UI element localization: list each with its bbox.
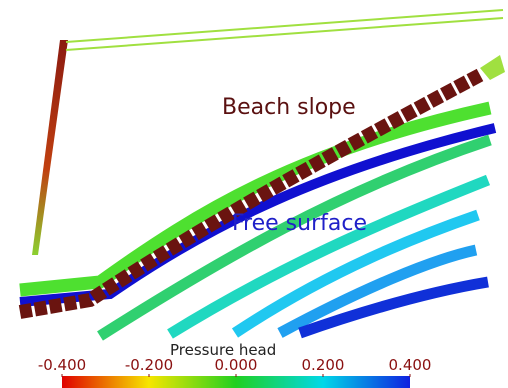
- tick-label: -0.200: [125, 356, 173, 374]
- free-surface-label: Free surface: [232, 211, 367, 236]
- arc: [167, 174, 491, 339]
- band-green: [19, 101, 492, 297]
- arc: [97, 134, 492, 341]
- top-line: [65, 9, 504, 43]
- left-post: [32, 40, 68, 255]
- arc: [231, 209, 480, 338]
- tick-label: 0.400: [389, 356, 432, 374]
- top-line: [65, 17, 504, 51]
- tick-label: 0.200: [302, 356, 345, 374]
- beach-steps: [18, 68, 484, 319]
- tick-label: 0.000: [215, 356, 258, 374]
- beach-slope-label: Beach slope: [222, 95, 356, 120]
- colorbar-ticks: -0.400 -0.200 0.000 0.200 0.400: [38, 356, 432, 377]
- tick-label: -0.400: [38, 356, 86, 374]
- arc: [277, 244, 478, 338]
- corner-block: [480, 55, 505, 80]
- scene: [18, 9, 505, 341]
- arc: [298, 276, 489, 339]
- colorbar-title: Pressure head: [170, 341, 276, 359]
- colorbar: [62, 376, 410, 388]
